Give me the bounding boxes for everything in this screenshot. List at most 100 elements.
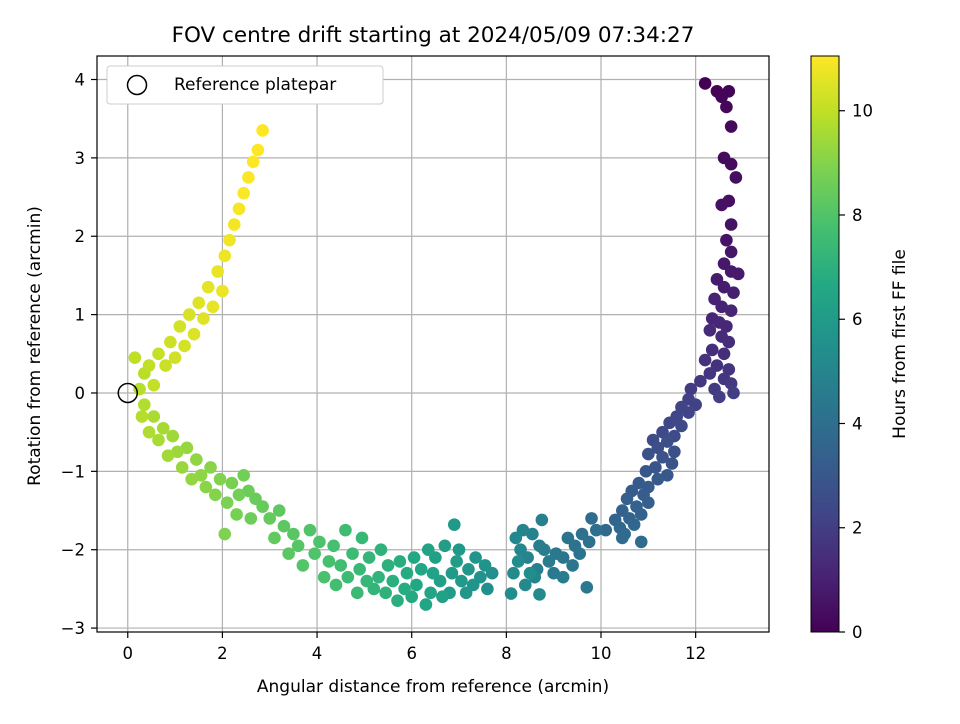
data-point: [722, 335, 736, 349]
data-point: [523, 566, 537, 580]
grid: [97, 56, 769, 632]
data-point: [339, 523, 352, 537]
data-point: [424, 586, 437, 600]
data-point: [246, 155, 260, 169]
data-point: [627, 518, 641, 531]
data-point: [478, 559, 492, 572]
data-point: [164, 335, 177, 349]
chart-title: FOV centre drift starting at 2024/05/09 …: [172, 23, 695, 48]
data-point: [727, 386, 740, 400]
data-point: [178, 339, 191, 353]
data-point: [168, 351, 182, 365]
data-point: [272, 504, 286, 517]
data-point: [414, 563, 428, 576]
data-point: [182, 308, 196, 321]
data-point: [216, 284, 229, 298]
data-point: [256, 124, 269, 137]
data-point: [727, 286, 740, 299]
data-point: [220, 496, 234, 509]
data-point: [291, 539, 305, 553]
x-tick-label: 0: [123, 644, 134, 663]
data-point: [720, 100, 733, 114]
data-point: [242, 484, 255, 498]
data-point: [426, 566, 440, 580]
data-point: [684, 382, 698, 396]
data-point: [573, 547, 587, 560]
data-point: [152, 347, 165, 361]
data-point: [317, 570, 331, 584]
colorbar-ticks: 0 2 4 6 8 10: [839, 102, 873, 642]
data-point: [665, 457, 679, 470]
data-point: [327, 539, 340, 553]
data-point: [615, 531, 629, 545]
data-point: [237, 186, 251, 200]
data-point: [582, 535, 596, 549]
data-point: [447, 518, 461, 531]
data-point: [232, 202, 246, 216]
data-point: [287, 527, 300, 541]
data-point: [218, 249, 232, 263]
data-point: [209, 488, 222, 502]
data-point: [469, 551, 482, 564]
data-point: [507, 566, 520, 580]
data-point: [717, 347, 731, 361]
data-point: [729, 171, 743, 184]
data-point: [580, 581, 594, 594]
data-point: [561, 531, 575, 545]
data-point: [481, 582, 494, 596]
data-point: [724, 304, 738, 317]
axes-frame: [96, 55, 770, 633]
data-point: [542, 555, 556, 568]
data-point: [227, 218, 241, 231]
data-point: [360, 574, 374, 588]
data-point: [350, 586, 364, 600]
colorbar-tick-label: 8: [852, 206, 863, 225]
data-point: [242, 171, 255, 184]
data-point: [642, 447, 655, 461]
x-tick-label: 6: [406, 644, 417, 663]
data-point: [589, 523, 603, 537]
data-point: [329, 578, 343, 592]
data-point: [720, 320, 733, 333]
data-point: [374, 543, 388, 557]
data-point: [194, 468, 208, 482]
colorbar-tick-label: 4: [852, 414, 863, 433]
data-point: [225, 476, 239, 490]
data-point: [724, 245, 738, 259]
data-point: [649, 461, 662, 474]
data-point: [660, 435, 674, 448]
data-point: [722, 363, 736, 376]
data-point: [213, 472, 227, 486]
y-tick-label: 2: [75, 227, 86, 246]
data-point: [698, 77, 712, 90]
data-point: [450, 555, 463, 568]
data-point: [180, 441, 194, 455]
y-axis-ticks: −3 −2 −1 0 1 2 3 4: [61, 71, 97, 638]
data-point: [724, 377, 738, 390]
data-point: [362, 551, 376, 564]
data-point: [682, 406, 695, 419]
data-point: [175, 461, 189, 474]
y-axis-label: Rotation from reference (arcmin): [25, 206, 45, 486]
data-point: [161, 449, 175, 462]
data-point: [190, 453, 203, 466]
data-point: [459, 586, 473, 600]
data-point: [147, 378, 161, 392]
colorbar: [810, 55, 840, 633]
data-point: [663, 416, 676, 430]
data-point: [421, 543, 435, 557]
data-point: [668, 445, 681, 459]
y-tick-label: −1: [61, 462, 85, 481]
data-point: [518, 578, 532, 592]
x-tick-label: 10: [591, 644, 612, 663]
data-point: [410, 578, 423, 592]
legend-marker: [126, 74, 148, 96]
data-point: [341, 570, 355, 584]
data-point: [713, 390, 726, 404]
colorbar-label: Hours from first FF file: [890, 249, 910, 439]
data-point: [206, 300, 220, 314]
data-point: [407, 551, 421, 564]
data-point: [128, 351, 142, 365]
data-point: [353, 563, 366, 576]
